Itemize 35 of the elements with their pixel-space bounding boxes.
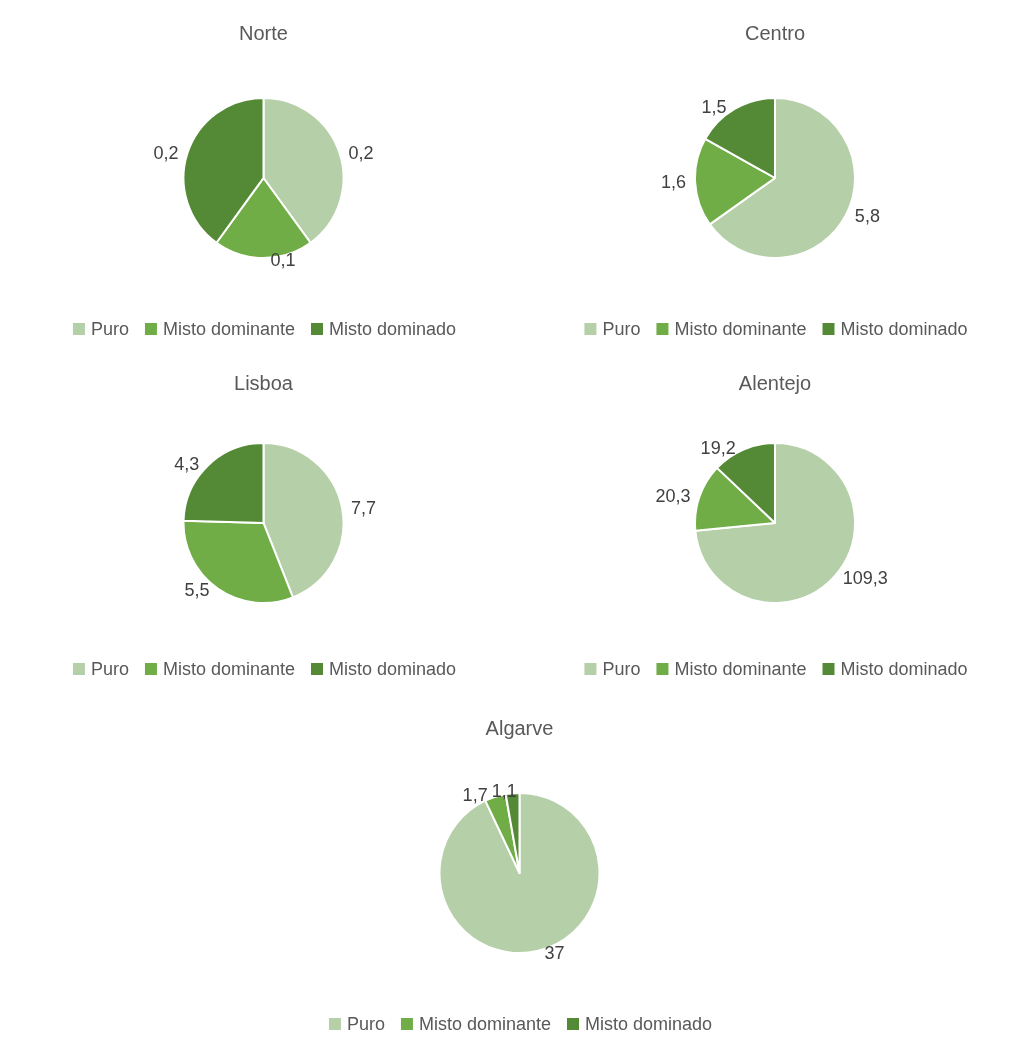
chart-title: Centro bbox=[744, 22, 806, 44]
chart-title: Algarve bbox=[485, 717, 554, 739]
chart-title: Norte bbox=[239, 22, 288, 44]
data-label: 4,3 bbox=[174, 454, 200, 475]
data-label: 37 bbox=[544, 943, 565, 964]
data-label: 7,7 bbox=[351, 497, 377, 518]
data-label: 1,1 bbox=[491, 781, 517, 802]
legend-label: Misto dominado bbox=[840, 319, 968, 339]
legend-label: Misto dominado bbox=[329, 319, 457, 339]
chart-title: Alentejo bbox=[738, 372, 812, 394]
legend-label: Misto dominante bbox=[674, 659, 807, 679]
data-label: 1,5 bbox=[701, 97, 727, 118]
legend-label: Misto dominante bbox=[674, 319, 807, 339]
data-label: 19,2 bbox=[700, 437, 736, 458]
data-label: 0,1 bbox=[270, 250, 296, 270]
legend-label: Misto dominado bbox=[329, 659, 457, 679]
legend-label: Puro bbox=[90, 659, 129, 679]
legend-label: Misto dominante bbox=[162, 659, 296, 679]
data-label: 0,2 bbox=[153, 142, 179, 163]
data-label: 0,2 bbox=[348, 142, 374, 163]
data-label: 20,3 bbox=[655, 486, 691, 507]
data-label: 1,6 bbox=[661, 172, 687, 193]
data-label: 5,5 bbox=[184, 580, 210, 601]
legend-label: Puro bbox=[602, 659, 641, 679]
legend-label: Puro bbox=[602, 319, 641, 339]
legend-label: Misto dominado bbox=[585, 1014, 713, 1034]
data-label: 109,3 bbox=[842, 568, 888, 589]
legend-label: Puro bbox=[346, 1014, 385, 1034]
legend-label: Misto dominante bbox=[162, 319, 296, 339]
legend-label: Puro bbox=[90, 319, 129, 339]
data-label: 1,7 bbox=[462, 784, 488, 805]
legend-label: Misto dominante bbox=[418, 1014, 552, 1034]
legend-label: Misto dominado bbox=[840, 659, 968, 679]
chart-title: Lisboa bbox=[234, 372, 294, 394]
data-label: 5,8 bbox=[854, 205, 880, 226]
